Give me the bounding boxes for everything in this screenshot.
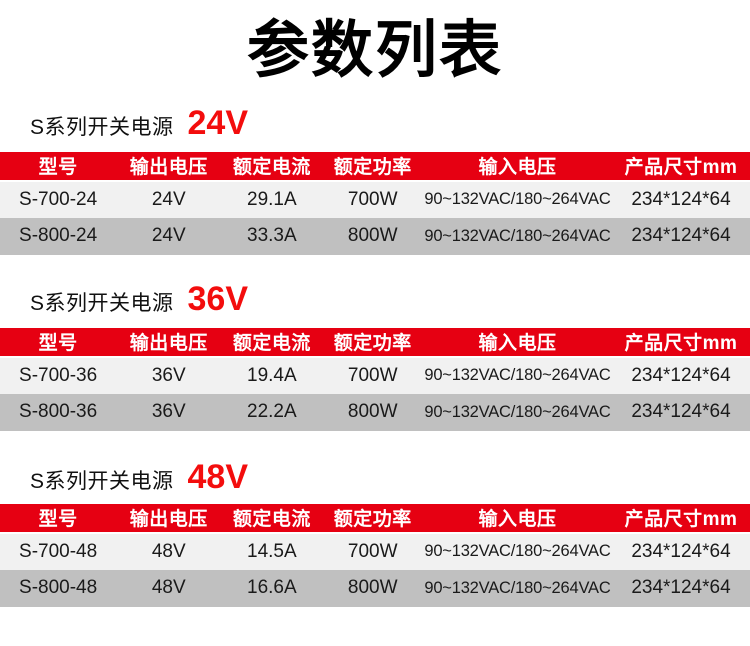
cell-output-voltage: 36V xyxy=(151,364,186,386)
cell-input-voltage: 90~132VAC/180~264VAC xyxy=(424,542,611,560)
column-header-output-voltage: 输出电压 xyxy=(116,327,222,358)
cell-input-voltage: 90~132VAC/180~264VAC xyxy=(424,366,611,384)
cell-input-voltage: 90~132VAC/180~264VAC xyxy=(424,402,611,421)
table-row: S-700-48 48V 14.5A 700W 90~132VAC/180~26… xyxy=(0,532,750,570)
table-header-row: 型号 输出电压 额定电流 额定功率 输入电压 产品尺寸mm xyxy=(0,327,750,358)
table-row: S-700-36 36V 19.4A 700W 90~132VAC/180~26… xyxy=(0,356,750,394)
cell-output-voltage: 24V xyxy=(151,225,186,246)
column-header-rated-power: 额定功率 xyxy=(322,327,423,358)
column-header-model: 型号 xyxy=(0,327,117,358)
cell-output-voltage: 24V xyxy=(151,188,186,210)
spec-table-24v: 型号 输出电压 额定电流 额定功率 输入电压 产品尺寸mm S-700-24 2… xyxy=(0,151,750,255)
cell-output-voltage: 36V xyxy=(151,401,186,422)
spec-table-36v: 型号 输出电压 额定电流 额定功率 输入电压 产品尺寸mm S-700-36 3… xyxy=(0,327,750,431)
section-label-48v: S系列开关电源 48V xyxy=(30,460,750,494)
column-header-dimensions: 产品尺寸mm xyxy=(611,151,750,182)
cell-input-voltage: 90~132VAC/180~264VAC xyxy=(424,578,611,597)
cell-model: S-800-48 xyxy=(19,577,98,598)
cell-rated-power: 700W xyxy=(347,364,398,386)
voltage-label: 36V xyxy=(187,279,249,318)
table-row: S-800-36 36V 22.2A 800W 90~132VAC/180~26… xyxy=(0,393,750,431)
series-name: S系列开关电源 xyxy=(30,469,174,493)
cell-rated-current: 22.2A xyxy=(247,401,297,422)
section-48v: S系列开关电源 48V 型号 输出电压 额定电流 额定功率 输入电压 产品尺寸m… xyxy=(0,460,750,607)
cell-rated-current: 33.3A xyxy=(247,225,297,246)
series-name: S系列开关电源 xyxy=(30,115,174,139)
column-header-output-voltage: 输出电压 xyxy=(116,503,222,534)
column-header-rated-power: 额定功率 xyxy=(322,151,423,182)
cell-input-voltage: 90~132VAC/180~264VAC xyxy=(424,226,611,245)
cell-rated-power: 800W xyxy=(347,577,398,598)
cell-model: S-800-36 xyxy=(19,401,98,422)
cell-dimensions: 234*124*64 xyxy=(631,540,731,562)
cell-dimensions: 234*124*64 xyxy=(631,188,731,210)
cell-input-voltage: 90~132VAC/180~264VAC xyxy=(424,190,611,208)
page-title: 参数列表 xyxy=(246,16,503,85)
cell-model: S-800-24 xyxy=(19,225,98,246)
series-name: S系列开关电源 xyxy=(30,291,174,315)
voltage-label: 24V xyxy=(187,103,249,142)
cell-rated-current: 29.1A xyxy=(247,188,297,210)
cell-rated-current: 16.6A xyxy=(247,577,297,598)
cell-dimensions: 234*124*64 xyxy=(631,401,731,422)
column-header-rated-current: 额定电流 xyxy=(221,151,323,182)
cell-dimensions: 234*124*64 xyxy=(631,577,731,598)
cell-rated-power: 700W xyxy=(347,540,398,562)
cell-output-voltage: 48V xyxy=(151,540,186,562)
cell-rated-current: 19.4A xyxy=(247,364,297,386)
column-header-rated-current: 额定电流 xyxy=(221,327,323,358)
spec-table-48v: 型号 输出电压 额定电流 额定功率 输入电压 产品尺寸mm S-700-48 4… xyxy=(0,503,750,607)
column-header-model: 型号 xyxy=(0,503,117,534)
cell-model: S-700-36 xyxy=(19,364,98,386)
cell-model: S-700-48 xyxy=(19,540,98,562)
parameter-sheet: 参数列表 S系列开关电源 24V 型号 输出电压 额定电流 额定功率 输入电压 … xyxy=(0,12,750,646)
column-header-input-voltage: 输入电压 xyxy=(422,151,612,182)
column-header-rated-power: 额定功率 xyxy=(322,503,423,534)
cell-rated-power: 800W xyxy=(347,401,398,422)
table-row: S-800-24 24V 33.3A 800W 90~132VAC/180~26… xyxy=(0,217,750,255)
section-24v: S系列开关电源 24V 型号 输出电压 额定电流 额定功率 输入电压 产品尺寸m… xyxy=(0,106,750,255)
table-row: S-700-24 24V 29.1A 700W 90~132VAC/180~26… xyxy=(0,180,750,218)
column-header-output-voltage: 输出电压 xyxy=(116,151,222,182)
column-header-dimensions: 产品尺寸mm xyxy=(611,503,750,534)
cell-dimensions: 234*124*64 xyxy=(631,225,731,246)
table-header-row: 型号 输出电压 额定电流 额定功率 输入电压 产品尺寸mm xyxy=(0,503,750,534)
table-header-row: 型号 输出电压 额定电流 额定功率 输入电压 产品尺寸mm xyxy=(0,151,750,182)
cell-rated-power: 800W xyxy=(347,225,398,246)
table-row: S-800-48 48V 16.6A 800W 90~132VAC/180~26… xyxy=(0,569,750,607)
column-header-model: 型号 xyxy=(0,151,117,182)
column-header-input-voltage: 输入电压 xyxy=(422,327,612,358)
cell-dimensions: 234*124*64 xyxy=(631,364,731,386)
section-label-24v: S系列开关电源 24V xyxy=(30,106,750,140)
cell-model: S-700-24 xyxy=(19,188,98,210)
cell-rated-power: 700W xyxy=(347,188,398,210)
column-header-dimensions: 产品尺寸mm xyxy=(611,327,750,358)
voltage-label: 48V xyxy=(187,457,249,496)
cell-output-voltage: 48V xyxy=(151,577,186,598)
column-header-input-voltage: 输入电压 xyxy=(422,503,612,534)
section-label-36v: S系列开关电源 36V xyxy=(30,282,750,316)
column-header-rated-current: 额定电流 xyxy=(221,503,323,534)
cell-rated-current: 14.5A xyxy=(247,540,297,562)
section-36v: S系列开关电源 36V 型号 输出电压 额定电流 额定功率 输入电压 产品尺寸m… xyxy=(0,282,750,431)
